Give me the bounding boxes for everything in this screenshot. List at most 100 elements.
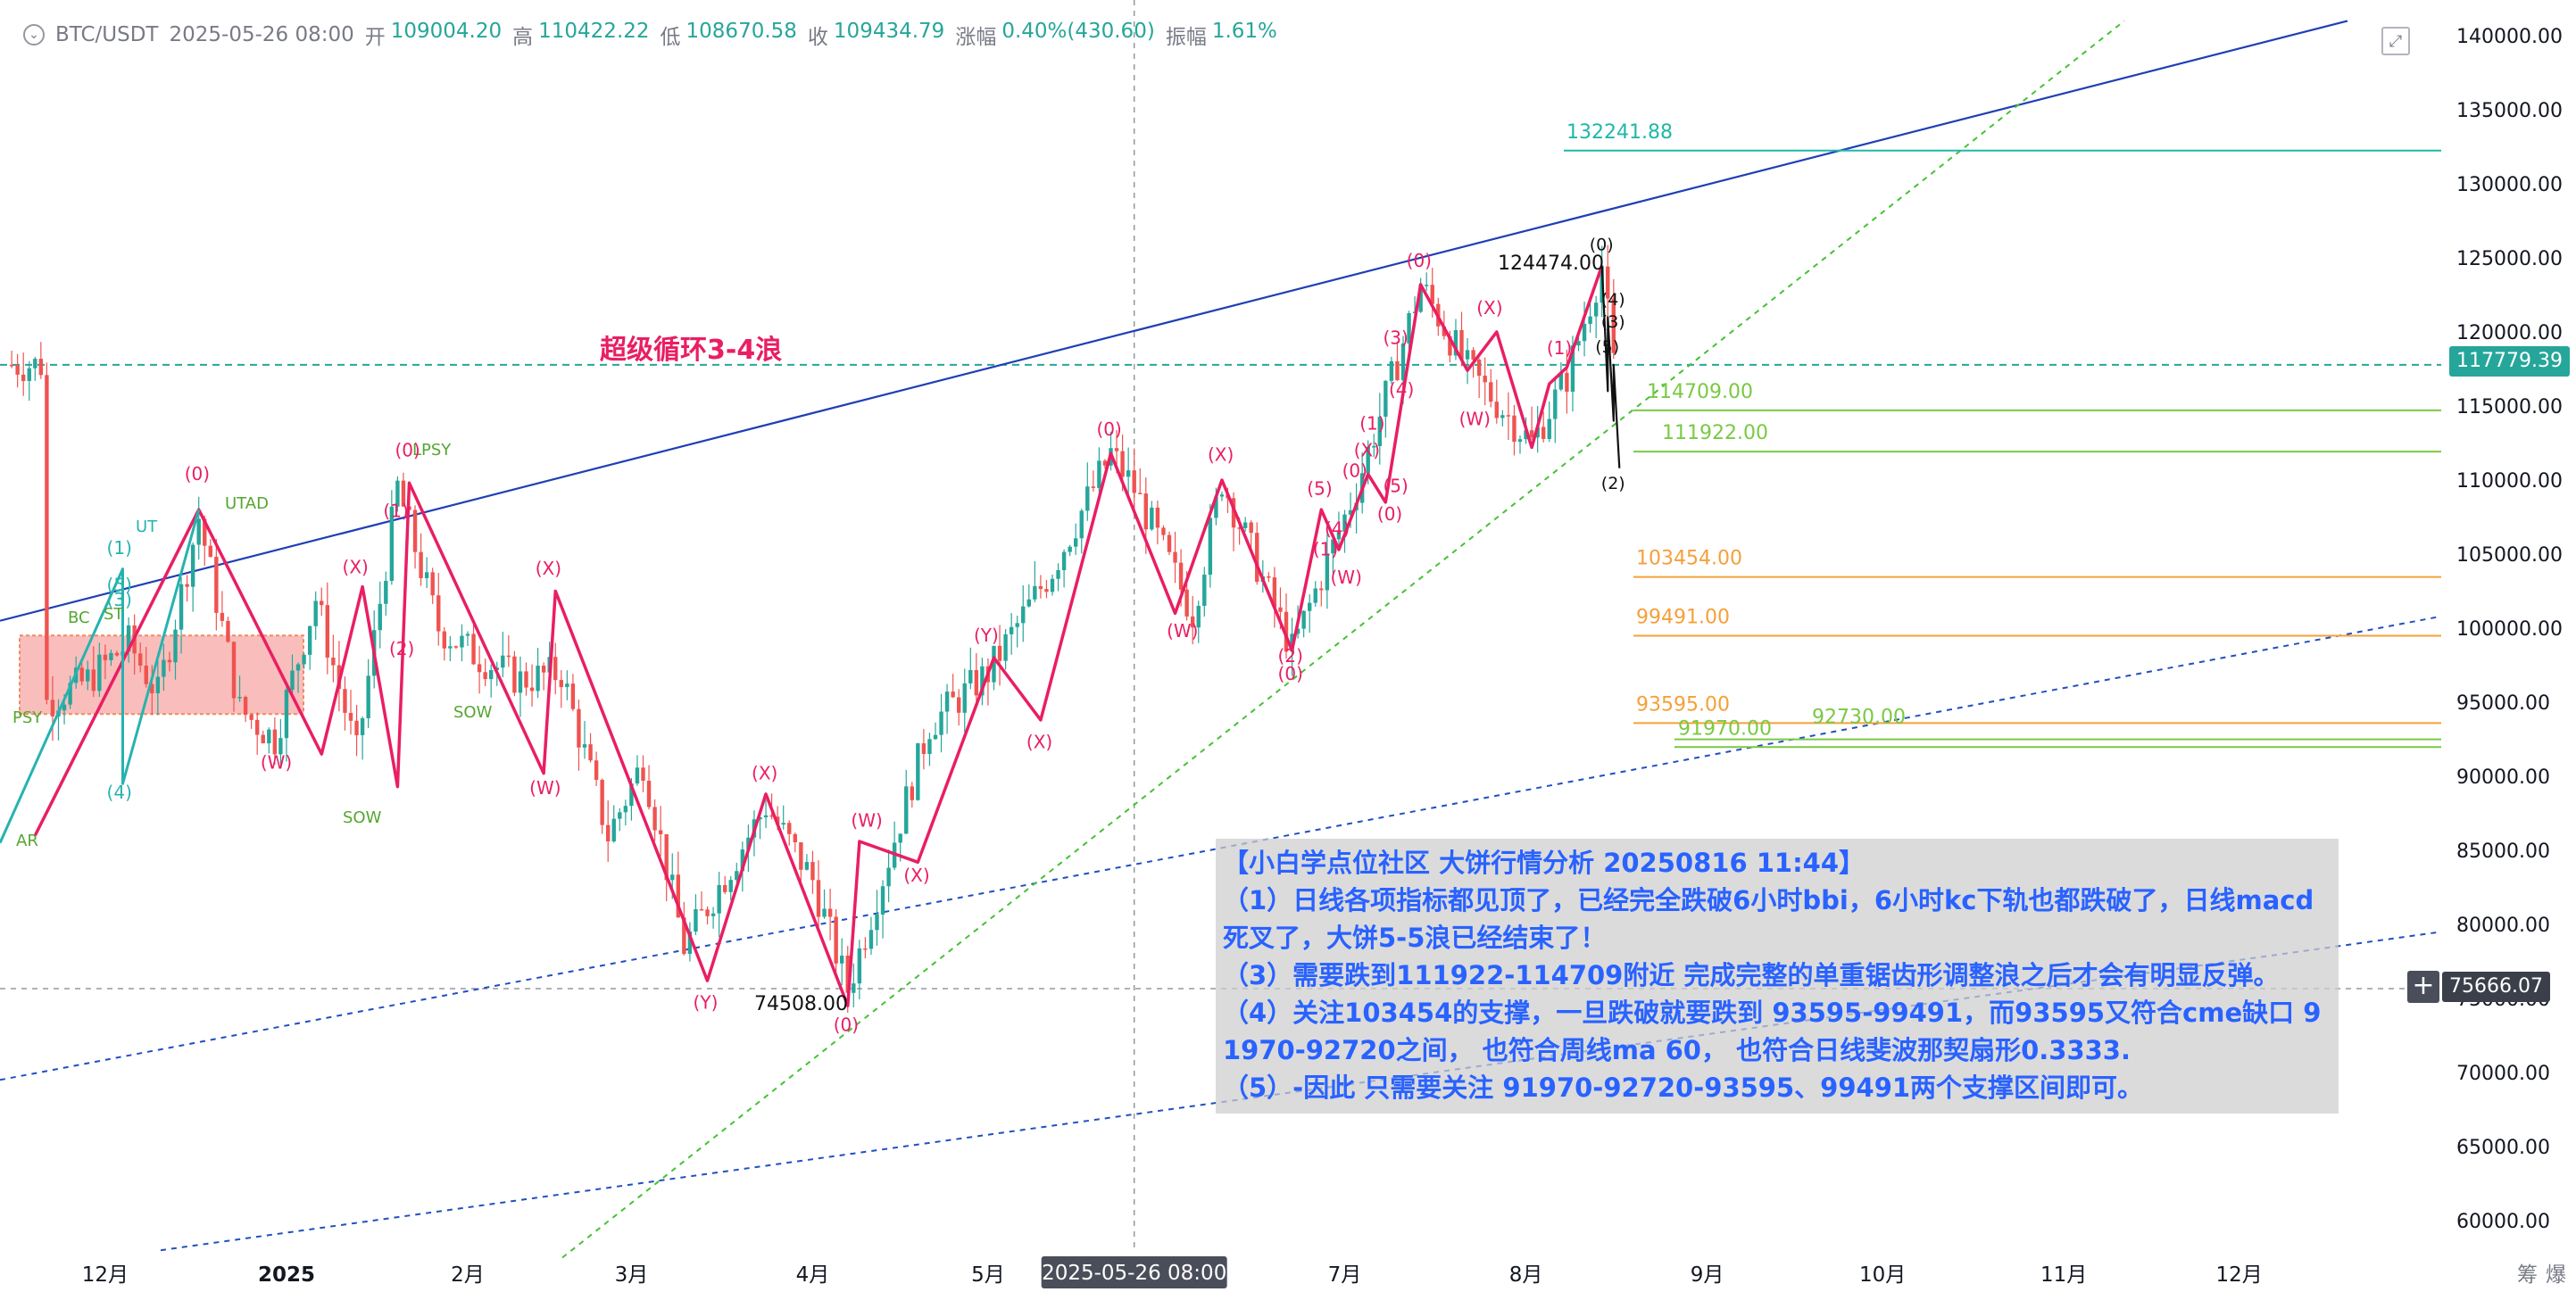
wyckoff-label: PSY: [12, 708, 43, 727]
candle-body: [1038, 585, 1043, 590]
wave-label: (0): [395, 439, 420, 460]
candle-body: [834, 916, 838, 964]
candle-body: [179, 584, 184, 630]
x-tick-label: 8月: [1509, 1263, 1543, 1287]
add-alert-plus-icon[interactable]: +: [2407, 971, 2439, 1003]
candle-body: [214, 557, 219, 613]
candle-body: [114, 652, 120, 656]
wave-label: (X): [536, 558, 561, 579]
y-tick-label: 110000.00: [2456, 470, 2563, 493]
candle-body: [453, 646, 459, 648]
candle-body: [1535, 427, 1540, 438]
analysis-note-line: （1）日线各项指标都见顶了，已经完全跌破6小时bbi，6小时kc下轨也都跌破了，…: [1223, 885, 2314, 953]
candle-body: [588, 744, 593, 761]
close-label: 收: [807, 26, 828, 49]
candle-body: [1214, 496, 1218, 518]
candle-body: [1524, 430, 1528, 440]
candle-body: [1056, 570, 1060, 579]
candle-body: [594, 760, 599, 780]
close-value: 109434.79: [833, 20, 945, 43]
wave-label: (2): [1278, 645, 1303, 667]
y-tick-label: 65000.00: [2456, 1137, 2550, 1159]
candle-body: [641, 767, 645, 781]
candle-body: [226, 620, 230, 642]
candle-body: [822, 908, 827, 917]
fullscreen-icon[interactable]: ⤢: [2381, 27, 2410, 55]
chevron-down-icon[interactable]: ⌄: [23, 24, 45, 46]
candle-body: [1430, 285, 1434, 304]
high-label: 高: [512, 26, 534, 49]
candle-body: [904, 786, 909, 834]
wyckoff-label: UT: [136, 518, 158, 536]
wyckoff-label: AR: [16, 832, 38, 850]
candle-body: [1173, 551, 1177, 563]
candle-body: [33, 359, 37, 369]
wave-label: (W): [261, 752, 292, 774]
candle-body: [992, 645, 996, 683]
wave-label: (0): [1097, 418, 1122, 440]
candle-body: [79, 667, 84, 682]
candle-body: [1395, 360, 1400, 381]
wave-label: (W): [851, 809, 882, 831]
wave-label: (3): [107, 589, 132, 610]
candle-body: [378, 603, 382, 631]
candle-body: [1483, 376, 1487, 383]
candle-body: [1606, 266, 1610, 299]
x-tick-label: 2月: [451, 1263, 485, 1287]
wave-label: (Y): [694, 992, 719, 1014]
candle-body: [723, 884, 727, 892]
wave-label: (1): [383, 501, 408, 522]
candle-body: [1331, 539, 1335, 554]
wave-label: (1): [1547, 337, 1572, 359]
symbol-name[interactable]: BTC/USDT: [55, 23, 159, 46]
candle-body: [138, 653, 143, 666]
candle-body: [231, 642, 237, 699]
x-tick-label: 10月: [1859, 1263, 1906, 1287]
candle-body: [430, 572, 435, 596]
candle-body: [1500, 415, 1505, 418]
fib-level-label: 132241.88: [1566, 121, 1673, 144]
candle-body: [1506, 415, 1511, 417]
candle-body: [354, 720, 359, 735]
candle-body: [570, 683, 576, 709]
candle-body: [1021, 606, 1026, 624]
wyckoff-label: SOW: [453, 703, 493, 722]
candle-body: [348, 712, 353, 721]
analysis-note-line: （5）-因此 只需要关注 91970-92720-93595、99491两个支撑…: [1223, 1073, 2144, 1103]
candle-body: [190, 544, 195, 587]
candle-body: [1191, 616, 1195, 628]
candle-body: [1126, 470, 1131, 477]
candle-body: [185, 584, 189, 587]
candle-body: [1044, 589, 1049, 592]
candle-body: [1015, 623, 1019, 627]
candle-body: [1167, 534, 1172, 552]
candle-body: [635, 767, 640, 784]
candle-body: [944, 692, 950, 712]
candle-body: [1348, 509, 1353, 515]
candle-body: [1588, 316, 1592, 324]
candle-body: [916, 743, 920, 800]
candle-body: [968, 670, 973, 683]
analysis-note-line: （3）需要跌到111922-114709附近 完成完整的单重锯齿形调整浪之后才会…: [1223, 960, 2280, 990]
candle-body: [980, 666, 985, 696]
candle-body: [1313, 588, 1317, 603]
candle-body: [852, 983, 856, 993]
wave-label: (W): [1459, 409, 1491, 430]
y-tick-label: 125000.00: [2456, 248, 2563, 270]
candle-body: [857, 948, 862, 984]
y-tick-label: 100000.00: [2456, 618, 2563, 641]
candle-body: [921, 743, 927, 755]
candle-body: [799, 841, 803, 870]
candle-body: [559, 680, 563, 688]
candle-body: [307, 625, 312, 655]
bar-datetime: 2025-05-26 08:00: [169, 23, 354, 46]
wave-label: (X): [752, 762, 777, 783]
elliott-wave-path: [33, 265, 1604, 1007]
cycle-wave-label: 超级循环3-4浪: [600, 335, 782, 366]
candle-body: [442, 631, 446, 649]
candle-body: [1231, 498, 1236, 528]
x-tick-label: 3月: [615, 1263, 649, 1287]
candle-body: [670, 874, 675, 881]
wave-label: (4): [107, 782, 132, 803]
